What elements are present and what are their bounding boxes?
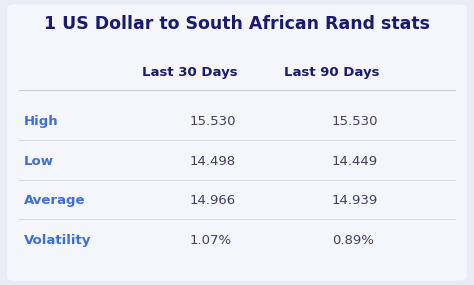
- FancyBboxPatch shape: [7, 4, 467, 281]
- Text: Volatility: Volatility: [24, 234, 91, 247]
- Text: Low: Low: [24, 154, 54, 168]
- Text: 14.449: 14.449: [332, 154, 378, 168]
- Text: 15.530: 15.530: [332, 115, 378, 128]
- Text: 14.498: 14.498: [190, 154, 236, 168]
- Text: Average: Average: [24, 194, 85, 207]
- Text: Last 30 Days: Last 30 Days: [142, 66, 237, 79]
- Text: High: High: [24, 115, 58, 128]
- Text: 1 US Dollar to South African Rand stats: 1 US Dollar to South African Rand stats: [44, 15, 430, 33]
- Text: 15.530: 15.530: [190, 115, 236, 128]
- Text: 14.966: 14.966: [190, 194, 236, 207]
- Text: Last 90 Days: Last 90 Days: [284, 66, 380, 79]
- Text: 0.89%: 0.89%: [332, 234, 374, 247]
- Text: 14.939: 14.939: [332, 194, 378, 207]
- Text: 1.07%: 1.07%: [190, 234, 232, 247]
